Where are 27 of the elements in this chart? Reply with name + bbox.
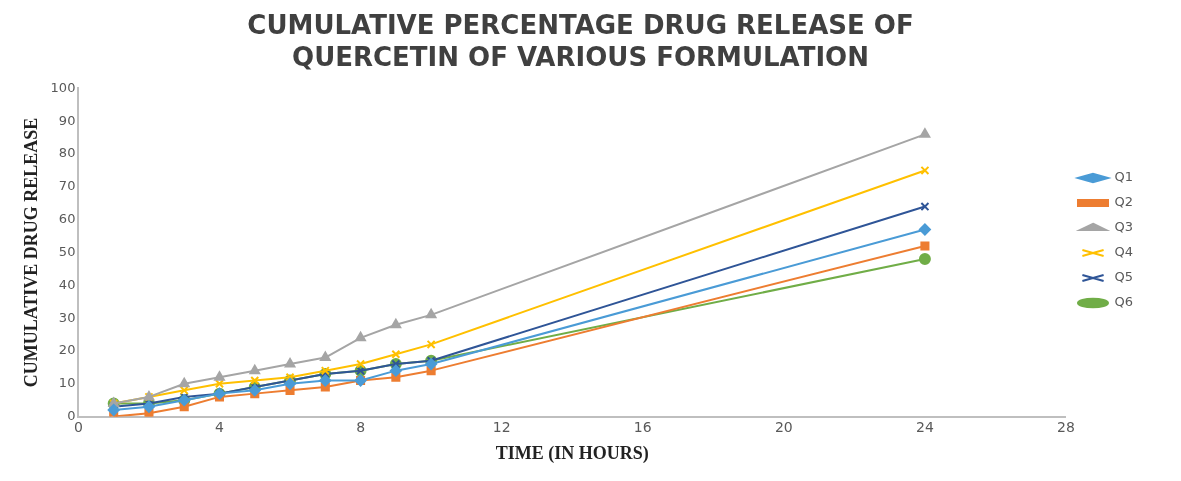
chart-title: CUMULATIVE PERCENTAGE DRUG RELEASE OF QUERCETIN OF VARIOUS FORMULATION (247, 10, 914, 72)
x-tick-label: 4 (215, 418, 225, 435)
x-tick-label: 8 (356, 418, 366, 435)
y-tick-label: 0 (67, 407, 76, 423)
y-tick-label: 30 (58, 309, 76, 325)
y-tick-label: 20 (58, 342, 76, 358)
x-tick-label: 24 (916, 418, 934, 435)
y-tick-label: 70 (58, 178, 76, 194)
y-tick-label: 50 (58, 243, 76, 259)
legend-label: Q6 (1114, 294, 1134, 310)
x-tick-label: 28 (1057, 418, 1075, 435)
y-tick-label: 90 (58, 112, 76, 128)
y-tick-label: 100 (50, 79, 76, 95)
y-tick-label: 60 (58, 211, 76, 227)
y-axis-title: CUMULATIVE DRUG RELEASE (21, 117, 42, 388)
x-axis-title: TIME (IN HOURS) (495, 442, 649, 464)
y-tick-label: 40 (58, 276, 76, 292)
x-tick-label: 12 (492, 418, 511, 435)
legend-label: Q3 (1114, 219, 1134, 235)
legend-label: Q1 (1114, 169, 1134, 185)
y-tick-label: 80 (58, 145, 76, 161)
x-tick-label: 20 (774, 418, 793, 435)
y-tick-label: 10 (58, 375, 76, 391)
x-tick-label: 16 (633, 418, 652, 435)
legend-label: Q2 (1114, 194, 1134, 210)
legend-label: Q5 (1114, 269, 1134, 285)
legend-label: Q4 (1114, 244, 1134, 260)
